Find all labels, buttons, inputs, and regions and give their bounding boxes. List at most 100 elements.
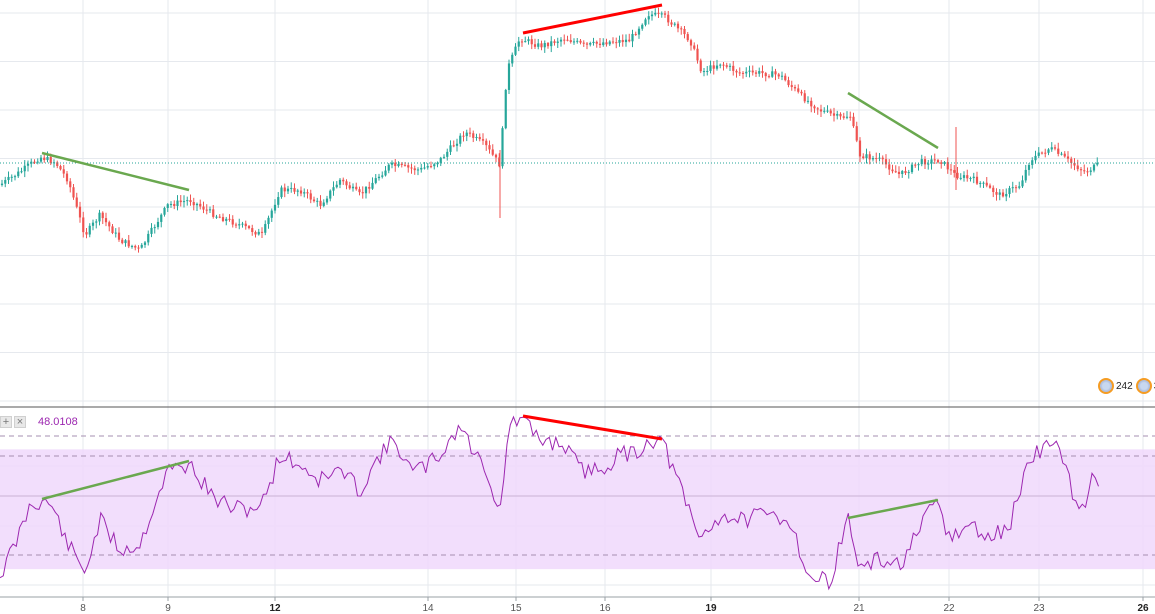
candle-body bbox=[361, 192, 364, 194]
candle-body bbox=[715, 65, 719, 69]
candle-body bbox=[355, 186, 358, 190]
candle-body bbox=[481, 139, 485, 141]
candle-body bbox=[845, 116, 849, 118]
candle-body bbox=[82, 217, 85, 233]
candle-body bbox=[254, 232, 257, 235]
candle-body bbox=[127, 240, 130, 247]
candle-body bbox=[1044, 152, 1047, 154]
candle-body bbox=[969, 178, 972, 180]
candle-body bbox=[871, 158, 875, 160]
candle-body bbox=[36, 161, 39, 163]
candle-body bbox=[163, 207, 166, 215]
candle-body bbox=[338, 179, 342, 185]
candle-body bbox=[293, 187, 296, 192]
candle-body bbox=[371, 182, 374, 189]
candle-body bbox=[134, 245, 137, 248]
candle-body bbox=[208, 209, 212, 211]
candle-body bbox=[491, 149, 494, 155]
candle-body bbox=[387, 164, 390, 171]
candle-body bbox=[576, 40, 579, 42]
candle-body bbox=[1083, 170, 1086, 172]
trendline bbox=[41, 151, 190, 192]
candle-body bbox=[897, 171, 901, 175]
candle-body bbox=[891, 169, 894, 172]
candle-body bbox=[888, 164, 891, 170]
candle-body bbox=[23, 165, 26, 172]
candle-body bbox=[303, 192, 306, 194]
candle-body bbox=[1053, 147, 1057, 149]
candle-body bbox=[676, 23, 680, 29]
candle-body bbox=[559, 39, 563, 42]
candle-body bbox=[832, 113, 836, 116]
x-tick-label: 12 bbox=[269, 603, 281, 614]
candle-body bbox=[348, 185, 351, 189]
rsi-trendline bbox=[522, 414, 663, 441]
candle-body bbox=[1021, 180, 1024, 187]
candle-body bbox=[514, 46, 517, 55]
candle-body bbox=[205, 209, 208, 211]
candle-body bbox=[449, 145, 452, 152]
candle-body bbox=[332, 187, 335, 191]
candle-body bbox=[241, 223, 244, 225]
candle-body bbox=[244, 223, 247, 227]
candle-body bbox=[312, 199, 316, 202]
x-tick-label: 9 bbox=[165, 603, 171, 614]
candle-body bbox=[30, 161, 33, 164]
candle-body bbox=[722, 64, 725, 66]
candle-body bbox=[111, 226, 114, 234]
candle-body bbox=[1063, 153, 1066, 157]
candle-body bbox=[140, 244, 143, 248]
candle-body bbox=[732, 65, 735, 71]
candle-body bbox=[927, 163, 930, 165]
calendar-event-icon[interactable] bbox=[1135, 378, 1152, 394]
candle-body bbox=[823, 110, 826, 112]
candle-body bbox=[754, 72, 758, 74]
candle-body bbox=[439, 157, 442, 163]
candle-body bbox=[231, 219, 234, 225]
candle-body bbox=[826, 110, 829, 112]
candle-body bbox=[335, 184, 338, 188]
candle-body bbox=[699, 60, 702, 72]
candle-body bbox=[199, 203, 202, 207]
candle-body bbox=[894, 171, 897, 173]
candle-body bbox=[647, 16, 650, 20]
candle-body bbox=[917, 164, 920, 166]
candle-body bbox=[920, 159, 923, 165]
price-trendlines bbox=[41, 3, 939, 192]
candle-body bbox=[264, 224, 267, 233]
candle-body bbox=[810, 100, 813, 107]
candle-body bbox=[260, 231, 264, 233]
candle-body bbox=[780, 75, 784, 77]
candle-body bbox=[602, 42, 605, 46]
candle-body bbox=[904, 170, 907, 174]
close-icon[interactable]: × bbox=[14, 416, 26, 428]
candle-body bbox=[914, 164, 917, 166]
candle-body bbox=[452, 145, 455, 147]
candle-body bbox=[108, 222, 111, 227]
candle-body bbox=[940, 162, 943, 164]
candle-body bbox=[884, 159, 888, 165]
rsi-trendline bbox=[847, 498, 939, 520]
candle-body bbox=[696, 48, 699, 61]
rsi-value: 48.0108 bbox=[38, 416, 78, 428]
x-tick-label: 15 bbox=[510, 603, 522, 614]
x-tick-label: 14 bbox=[422, 603, 434, 614]
candle-body bbox=[117, 232, 121, 240]
candle-body bbox=[498, 157, 501, 167]
event-count: 3 bbox=[1154, 381, 1155, 392]
candle-body bbox=[257, 231, 260, 235]
candle-body bbox=[628, 39, 631, 42]
x-axis-ticks: 8 9 12 14 15 16 19 21 22 23 26 bbox=[80, 597, 1149, 614]
candle-body bbox=[455, 143, 459, 146]
candle-body bbox=[702, 71, 706, 73]
candle-body bbox=[59, 166, 62, 170]
candle-body bbox=[186, 200, 189, 202]
candle-body bbox=[299, 190, 303, 194]
candle-body bbox=[520, 41, 524, 43]
plus-icon[interactable]: + bbox=[0, 416, 12, 428]
candle-body bbox=[800, 91, 803, 94]
calendar-event-icon[interactable] bbox=[1098, 378, 1114, 394]
candle-body bbox=[62, 169, 65, 174]
candle-body bbox=[4, 180, 7, 184]
